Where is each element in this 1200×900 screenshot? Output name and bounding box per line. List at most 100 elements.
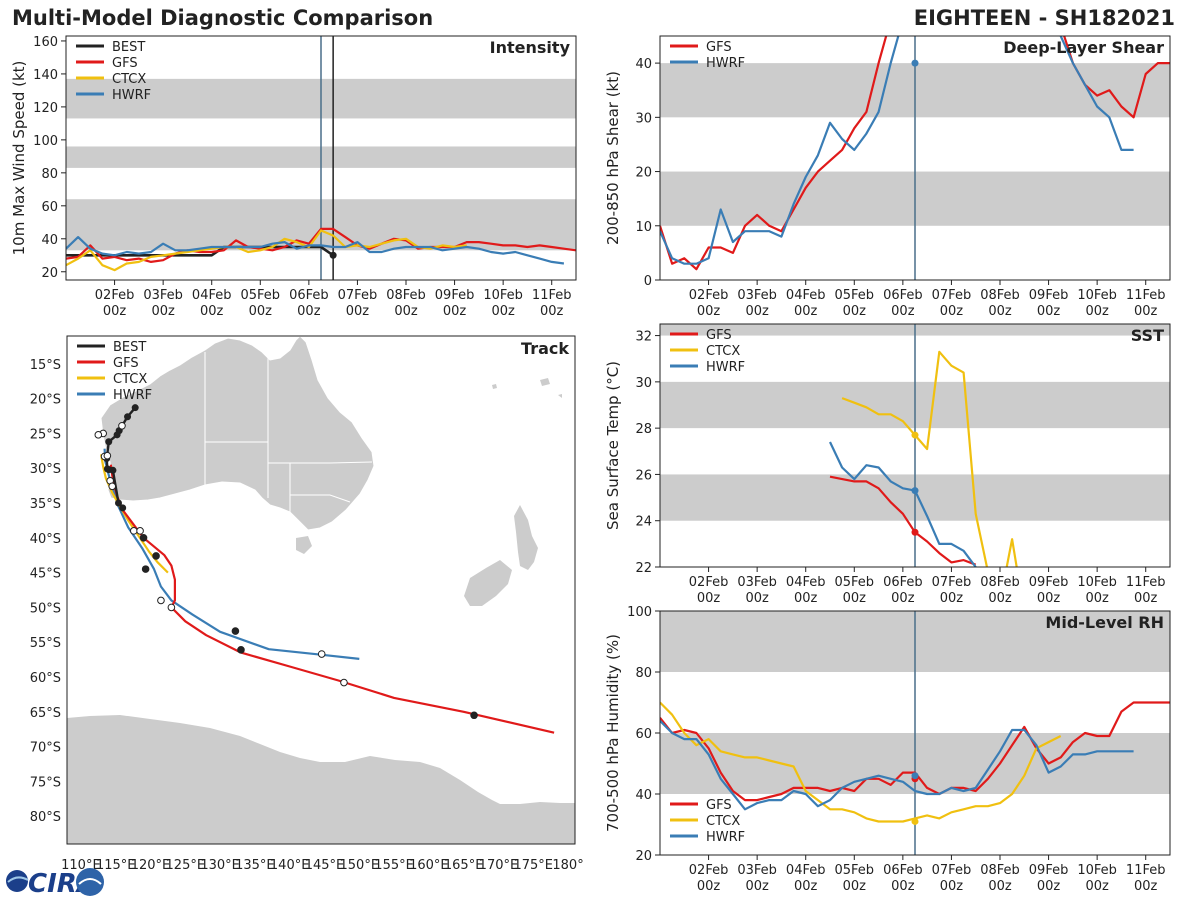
antarctica (67, 715, 575, 844)
track-point-open (130, 527, 138, 535)
intensity-xtick-label: 10Feb (483, 288, 523, 303)
intensity-xtick-sublabel: 00z (443, 304, 467, 319)
shear-xtick-label: 03Feb (737, 288, 777, 303)
sst-xtick-sublabel: 00z (940, 591, 964, 606)
track-point-gfs (167, 603, 176, 612)
track-lat-label: 75°S (30, 775, 61, 790)
intensity-xtick-label: 02Feb (95, 288, 135, 303)
sst-ytick-label: 24 (635, 515, 652, 530)
sst-ylabel: Sea Surface Temp (°C) (604, 361, 622, 530)
intensity-xtick-label: 04Feb (192, 288, 232, 303)
track-point-hwrf (231, 627, 240, 635)
sst-xtick-sublabel: 00z (745, 591, 769, 606)
legend-label-ctcx: CTCX (706, 814, 740, 829)
track-lat-label: 15°S (30, 358, 61, 373)
shear-xtick-sublabel: 00z (794, 304, 818, 319)
track-lon-label: 120°E (131, 858, 171, 873)
track-point-gfs (470, 711, 478, 720)
sst-xtick-sublabel: 00z (1037, 591, 1061, 606)
logo-wave-icon (78, 878, 102, 885)
intensity-xtick-sublabel: 00z (151, 304, 175, 319)
rh-xtick-label: 08Feb (980, 863, 1020, 878)
intensity-ytick-label: 160 (33, 35, 58, 50)
australia-landmass (100, 335, 375, 531)
state-borders (204, 345, 373, 522)
legend-label-ctcx: CTCX (112, 72, 146, 87)
intensity-xtick-sublabel: 00z (346, 304, 370, 319)
rh-ylabel: 700-500 hPa Humidity (%) (604, 634, 622, 832)
tasmania (296, 536, 312, 554)
intensity-xtick-label: 09Feb (435, 288, 475, 303)
sst-ytick-label: 26 (635, 468, 652, 483)
legend-label-hwrf: HWRF (706, 56, 745, 71)
intensity-series (66, 227, 576, 272)
intensity-ytick-label: 60 (41, 200, 58, 215)
track-lon-label: 130°E (200, 858, 240, 873)
intensity-ytick-label: 120 (33, 101, 58, 116)
shear-xtick-sublabel: 00z (697, 304, 721, 319)
sst-xtick-label: 03Feb (737, 575, 777, 590)
sst-title: SST (1131, 326, 1164, 345)
rh-xtick-sublabel: 00z (891, 879, 915, 894)
rh-xtick-sublabel: 00z (988, 879, 1012, 894)
rh-ytick-label: 100 (627, 605, 652, 620)
sst-marker-gfs (911, 528, 919, 536)
track-lat-label: 65°S (30, 706, 61, 721)
shear-xtick-label: 02Feb (689, 288, 729, 303)
track-point-open (108, 482, 117, 491)
intensity-marker-best (329, 251, 337, 259)
legend-label-gfs: GFS (706, 40, 732, 55)
track-lon-label: 140°E (270, 858, 310, 873)
rh-xtick-sublabel: 00z (1134, 879, 1158, 894)
legend-label-best: BEST (112, 40, 145, 55)
track-point-hwrf (157, 596, 165, 605)
legend-label-hwrf: HWRF (113, 388, 152, 403)
storm-name: EIGHTEEN - SH182021 (914, 6, 1175, 30)
shear-series (660, 36, 1170, 271)
logo-eye-icon (76, 868, 104, 896)
intensity-xtick-label: 06Feb (289, 288, 329, 303)
track-lon-label: 155°E (374, 858, 414, 873)
intensity-ylabel: 10m Max Wind Speed (kt) (10, 61, 28, 256)
shear-marker-hwrf (911, 59, 919, 67)
track-point-gfs (340, 678, 348, 687)
rh-xtick-sublabel: 00z (794, 879, 818, 894)
new-zealand (464, 505, 538, 606)
legend-label-gfs: GFS (706, 328, 732, 343)
track-point-gfs (152, 552, 160, 560)
track-lon-label: 135°E (235, 858, 275, 873)
small-islands (492, 378, 562, 398)
track-point-hwrf (141, 565, 150, 573)
track-point-gfs (237, 646, 245, 654)
intensity-xtick-label: 11Feb (532, 288, 572, 303)
rh-xtick-label: 07Feb (932, 863, 972, 878)
sst-xtick-sublabel: 00z (891, 591, 915, 606)
figure-title: Multi-Model Diagnostic Comparison (12, 6, 433, 30)
intensity-xtick-label: 08Feb (386, 288, 426, 303)
panel-sst: 22242628303202Feb00z03Feb00z04Feb00z05Fe… (604, 323, 1171, 606)
sst-xtick-sublabel: 00z (1134, 591, 1158, 606)
intensity-frame (65, 35, 577, 281)
sst-xtick-label: 02Feb (689, 575, 729, 590)
shear-ytick-label: 0 (644, 274, 652, 289)
sst-xtick-label: 04Feb (786, 575, 826, 590)
intensity-xtick-sublabel: 00z (103, 304, 127, 319)
track-point-open (136, 527, 144, 535)
track-point-best (113, 431, 121, 439)
track-lat-label: 20°S (30, 393, 61, 408)
rh-xtick-label: 06Feb (883, 863, 923, 878)
legend-label-hwrf: HWRF (706, 360, 745, 375)
shear-xtick-sublabel: 00z (891, 304, 915, 319)
track-point-best (119, 504, 127, 512)
rh-ytick-label: 80 (635, 666, 652, 681)
rh-xtick-sublabel: 00z (745, 879, 769, 894)
track-lon-label: 145°E (305, 858, 345, 873)
intensity-xtick-sublabel: 00z (394, 304, 418, 319)
shear-xtick-sublabel: 00z (988, 304, 1012, 319)
rh-line-ctcx (660, 701, 1062, 823)
intensity-ytick-label: 100 (33, 134, 58, 149)
shear-xtick-sublabel: 00z (745, 304, 769, 319)
legend-label-hwrf: HWRF (706, 830, 745, 845)
shear-ytick-label: 10 (635, 220, 652, 235)
